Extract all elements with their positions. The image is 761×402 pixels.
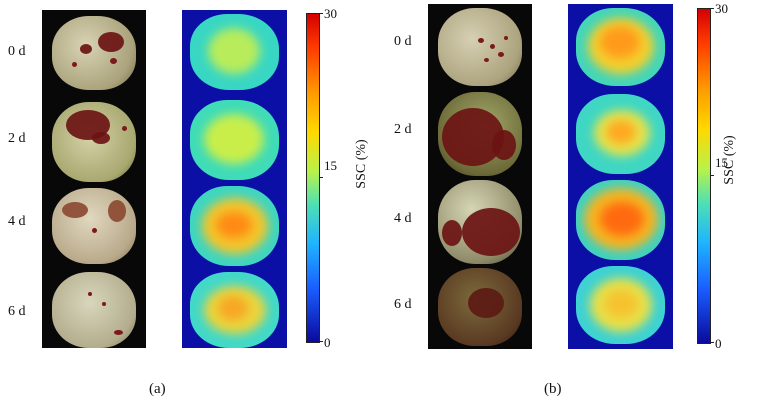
colorbar-min-label: 0 [324, 335, 331, 350]
panel-b: 0 d 2 d 4 d 6 d [381, 0, 761, 402]
fruit-photo-2d [52, 102, 136, 182]
day-label-6d: 6 d [8, 304, 26, 319]
day-label-0d: 0 d [394, 34, 412, 49]
colorbar-min-label: 0 [715, 336, 722, 351]
colorbar-title: SSC (%) [722, 135, 737, 185]
fruit-photo-4d [52, 188, 136, 264]
panel-caption-a: (a) [149, 381, 166, 397]
ssc-colorbar [697, 8, 711, 344]
panel-caption-b: (b) [544, 381, 562, 397]
colorbar-max-label: 30 [715, 1, 728, 16]
day-label-2d: 2 d [394, 122, 412, 137]
fruit-photo-2d [438, 92, 522, 176]
fruit-photo-0d [438, 8, 522, 86]
fruit-photo-6d [438, 268, 522, 346]
fruit-photo-strip [42, 10, 146, 348]
day-label-4d: 4 d [8, 214, 26, 229]
day-label-0d: 0 d [8, 44, 26, 59]
ssc-heatmap-0d [190, 14, 279, 90]
ssc-heatmap-4d [576, 180, 665, 260]
ssc-heatmap-6d [576, 266, 665, 344]
ssc-heatmap-2d [576, 94, 665, 174]
panel-a: 0 d 2 d 4 d 6 d [0, 0, 380, 402]
fruit-photo-6d [52, 272, 136, 348]
day-label-4d: 4 d [394, 211, 412, 226]
ssc-colorbar [306, 13, 320, 343]
ssc-heatmap-0d [576, 8, 665, 86]
colorbar-mid-label: 15 [324, 158, 337, 173]
ssc-heatmap-6d [190, 272, 279, 348]
ssc-heatmap-4d [190, 186, 279, 266]
fruit-photo-strip [428, 4, 532, 349]
ssc-heatmap-strip [182, 10, 287, 348]
fruit-photo-0d [52, 16, 136, 90]
fruit-photo-4d [438, 180, 522, 264]
ssc-heatmap-strip [568, 4, 673, 349]
day-label-6d: 6 d [394, 297, 412, 312]
colorbar-title: SSC (%) [354, 139, 369, 189]
ssc-heatmap-2d [190, 100, 279, 180]
day-label-2d: 2 d [8, 131, 26, 146]
colorbar-mid-label: 15 [715, 155, 728, 170]
colorbar-max-label: 30 [324, 6, 337, 21]
